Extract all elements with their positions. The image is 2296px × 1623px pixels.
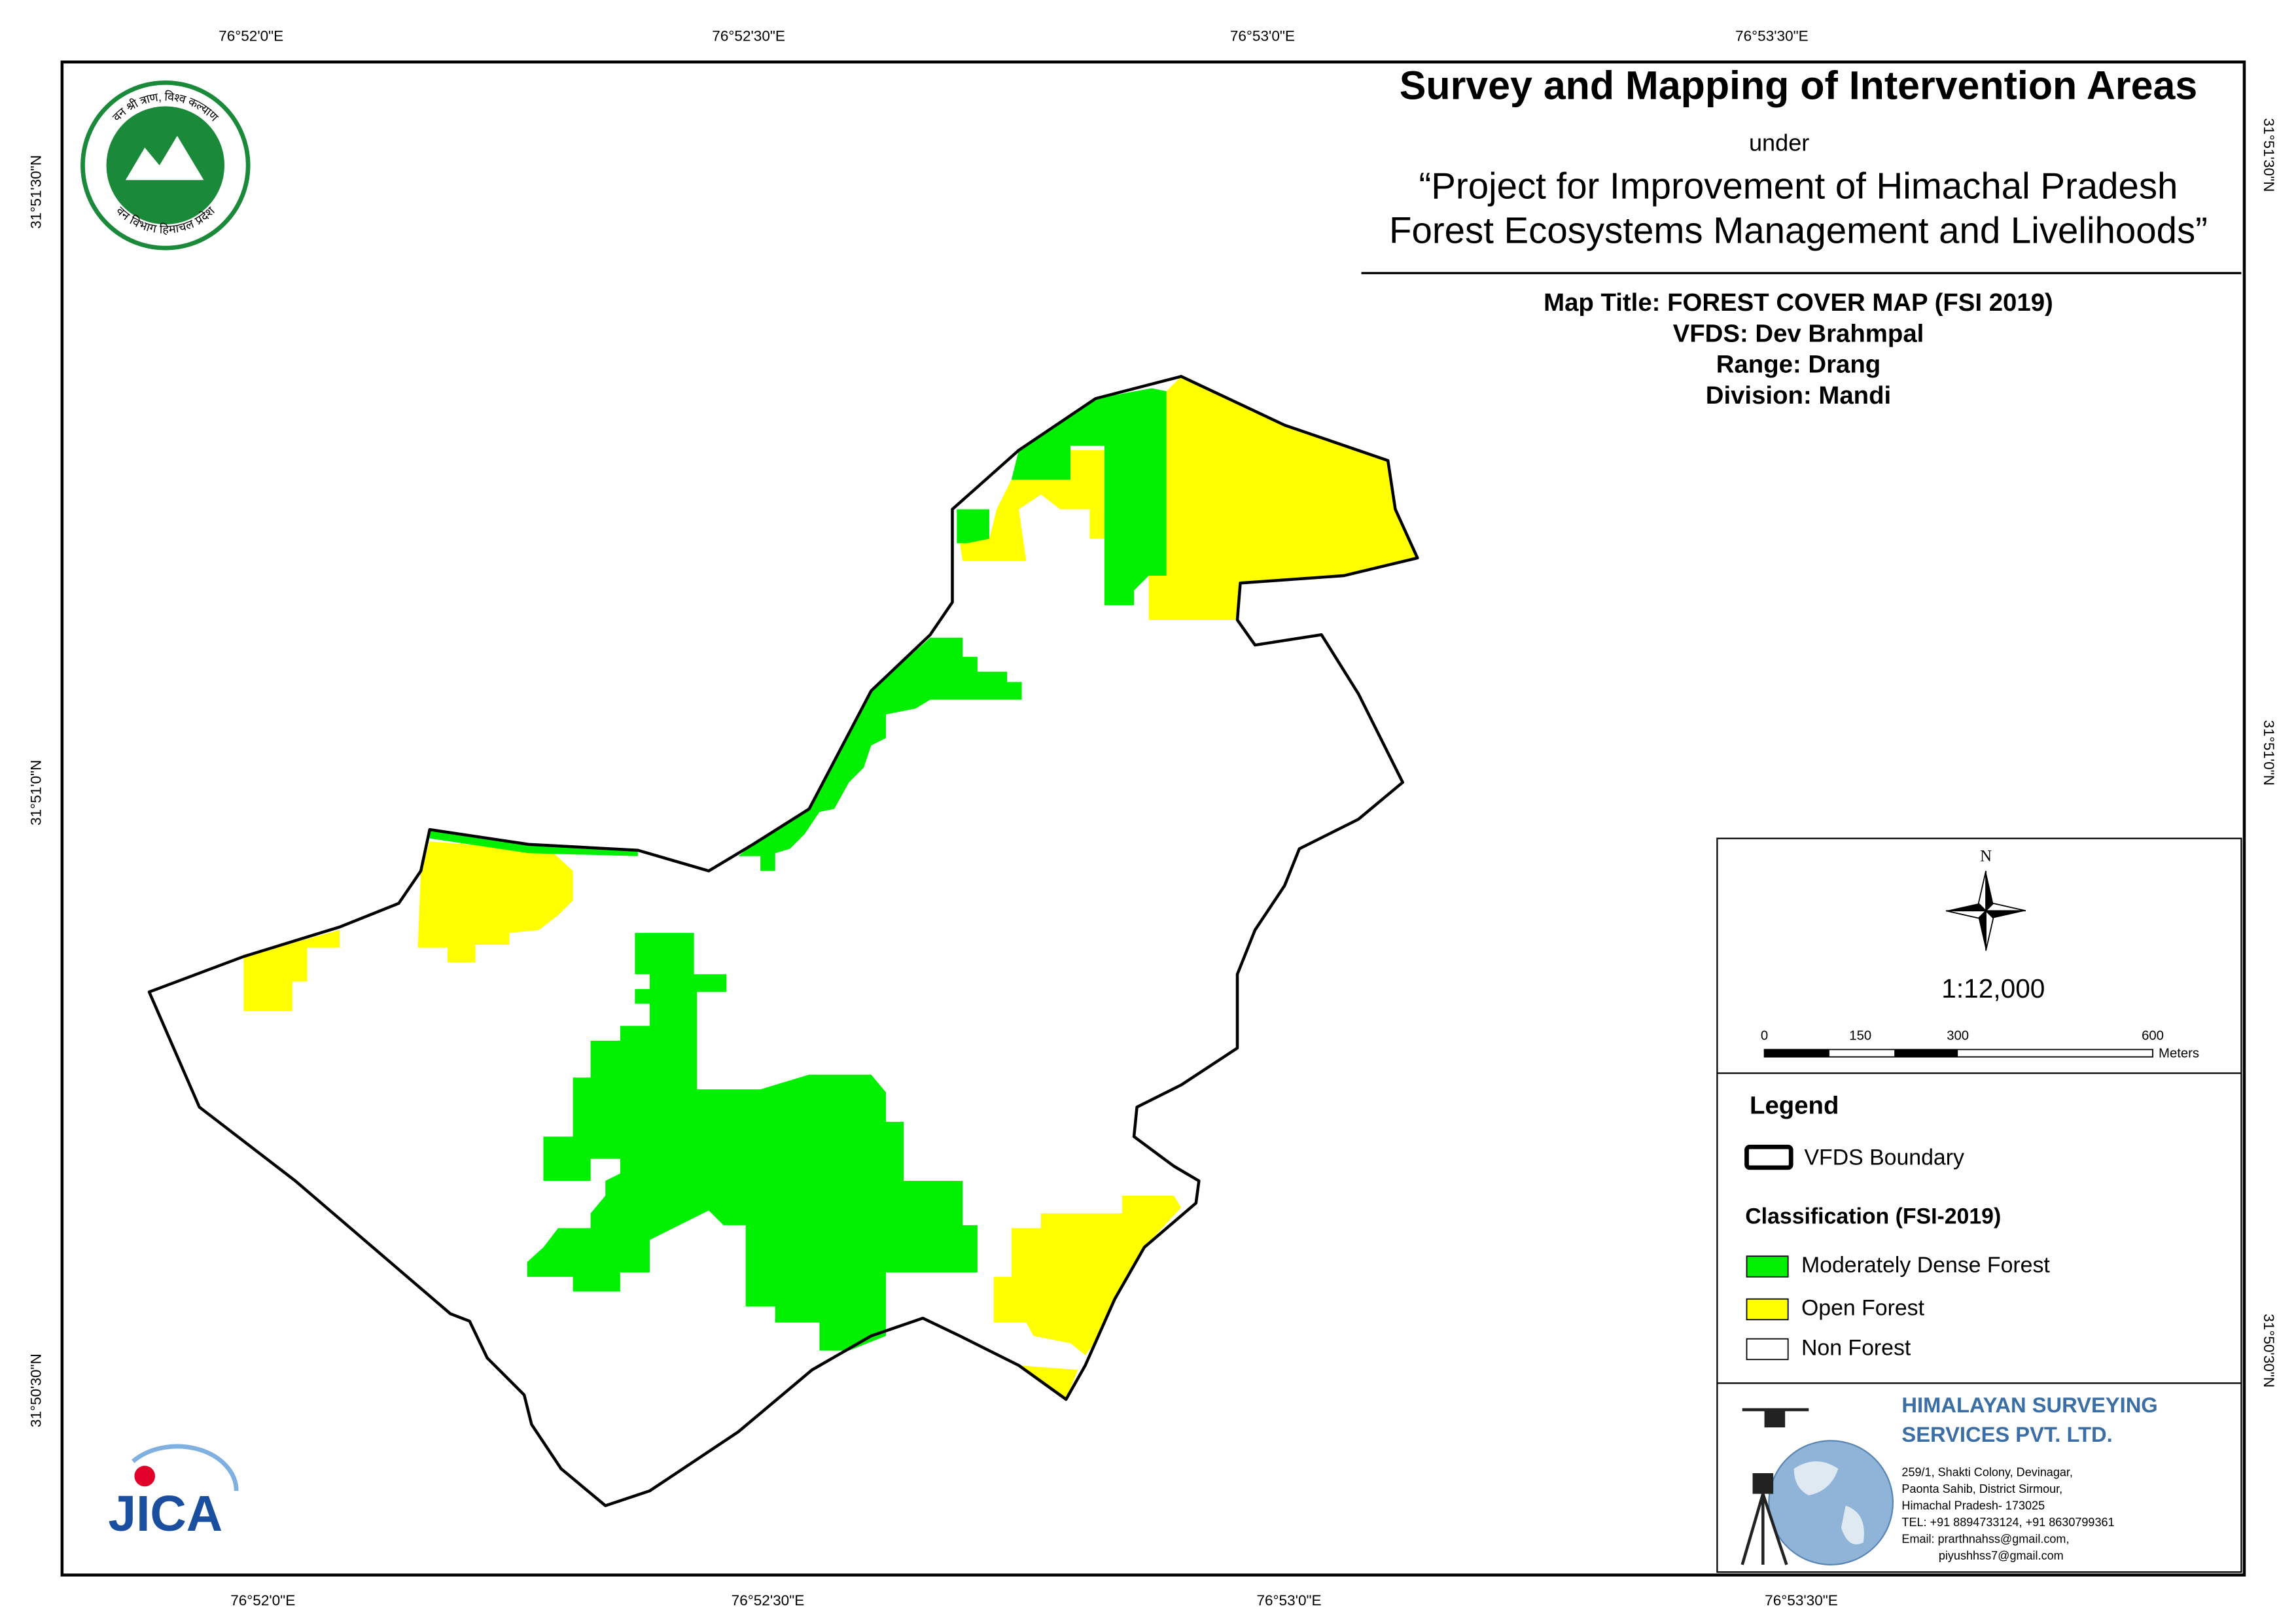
scale-unit: Meters [2159, 1046, 2199, 1060]
address-line: 259/1, Shakti Colony, Devinagar, [1901, 1466, 2073, 1479]
dense-forest-area [957, 509, 989, 544]
scale-tick-label: 0 [1761, 1028, 1768, 1043]
coord-label: 76°52'30"E [712, 27, 785, 44]
legend-swatch [1746, 1255, 1789, 1278]
coord-label: 31°51'0"N [2261, 720, 2277, 786]
map-frame [60, 60, 2246, 1577]
open-forest-area [1019, 1365, 1078, 1400]
globe [1768, 1440, 1894, 1565]
coord-label: 31°51'30"N [27, 155, 44, 229]
open-forest-area [993, 1195, 1182, 1355]
north-arrow [1945, 871, 2026, 951]
legend-title: Legend [1750, 1092, 1839, 1120]
legend-swatch [1744, 1144, 1793, 1170]
vfds-boundary [147, 375, 1419, 1507]
company-name: HIMALAYAN SURVEYING [1901, 1393, 2157, 1417]
map-vfds: VFDS: Dev Brahmpal [1673, 319, 1924, 347]
dense-forest-area [527, 933, 978, 1351]
jica-dot [134, 1465, 156, 1487]
scale-tick-label: 150 [1849, 1028, 1871, 1043]
coord-label: 76°52'0"E [230, 1592, 295, 1609]
legend-subtitle: Classification (FSI-2019) [1745, 1204, 2001, 1229]
project-line: “Project for Improvement of Himachal Pra… [1419, 166, 2178, 207]
tripod [1740, 1493, 1788, 1565]
scale-segment [1764, 1049, 1829, 1057]
jica-arc [131, 1444, 239, 1492]
legend-entry: VFDS Boundary [1805, 1145, 1965, 1170]
legend-classes: Moderately Dense Forest Open Forest Non Fo… [1746, 1253, 2050, 1361]
drone [1764, 1409, 1786, 1428]
coord-label: 31°50'30"N [2261, 1314, 2277, 1387]
legend-entry: Open Forest [1801, 1295, 1925, 1320]
coord-label: 76°52'30"E [732, 1592, 805, 1609]
scale-ratio: 1:12,000 [1941, 973, 2045, 1003]
scale-segment [1894, 1049, 1958, 1057]
jica-logo: JICA [108, 1444, 239, 1542]
arrow-part [1946, 903, 1987, 911]
open-forest-area [1148, 376, 1418, 620]
globe-land [1793, 1461, 1864, 1544]
coord-label: 76°53'30"E [1735, 27, 1809, 44]
coord-label: 31°51'0"N [27, 760, 44, 826]
dense-forest-area [1011, 388, 1167, 606]
company-name: SERVICES PVT. LTD. [1901, 1422, 2112, 1446]
legend-swatch [1746, 1298, 1789, 1321]
coord-label: 31°50'30"N [27, 1353, 44, 1427]
address-line: TEL: +91 8894733124, +91 8630799361 [1901, 1516, 2114, 1529]
open-forest-area [417, 841, 573, 963]
forest-dept-logo: वन श्री त्राण, विश्व कल्याण वन विभाग हिम… [80, 80, 251, 251]
address-line: Paonta Sahib, District Sirmour, [1901, 1482, 2062, 1495]
legend-entry: Non Forest [1801, 1335, 1911, 1360]
logo-mountain [125, 135, 204, 181]
coord-label: 76°53'30"E [1765, 1592, 1838, 1609]
address-line: Email: prarthnahss@gmail.com, [1901, 1533, 2069, 1546]
coord-label: 31°51'30"N [2261, 118, 2277, 192]
map-title: Map Title: FOREST COVER MAP (FSI 2019) [1544, 288, 2053, 317]
scale-bar: 0 150 300 600 Meters [1761, 1028, 2199, 1060]
company-address: 259/1, Shakti Colony, Devinagar, Paonta S… [1901, 1466, 2114, 1562]
project-line: Forest Ecosystems Management and Livelih… [1389, 209, 2208, 251]
coord-label: 76°52'0"E [219, 27, 283, 44]
arrow-part [1978, 911, 1987, 951]
dense-forest-area [429, 829, 638, 856]
coord-label: 76°53'0"E [1230, 27, 1295, 44]
address-line: piyushhss7@gmail.com [1939, 1549, 2064, 1562]
scale-tick-label: 300 [1947, 1028, 1969, 1043]
dense-forest-area [738, 637, 1022, 871]
map-range: Range: Drang [1716, 351, 1881, 379]
header-under: under [1749, 130, 1809, 156]
arrow-part [1986, 911, 2026, 918]
scale-tick-label: 600 [2142, 1028, 2164, 1043]
arrow-part [1945, 910, 1988, 919]
open-forest-area [959, 450, 1104, 561]
map-division: Division: Mandi [1706, 381, 1891, 410]
legend-entry: Moderately Dense Forest [1801, 1253, 2050, 1278]
coord-label: 76°53'0"E [1256, 1592, 1321, 1609]
legend-swatch [1746, 1338, 1789, 1361]
arrow-part [1986, 871, 1994, 911]
company-block: HIMALAYAN SURVEYING SERVICES PVT. LTD. 2… [1740, 1393, 2158, 1565]
address-line: Himachal Pradesh- 173025 [1901, 1499, 2045, 1512]
forest-layer [243, 376, 1418, 1400]
north-label: N [1980, 848, 1992, 865]
instrument [1752, 1473, 1774, 1494]
jica-text: JICA [108, 1486, 222, 1542]
header-title: Survey and Mapping of Intervention Areas [1400, 63, 2197, 107]
arrow-part [1984, 902, 2026, 912]
graticule-labels: 76°52'0"E 76°52'30"E 76°53'0"E 76°53'30"… [27, 27, 2277, 1609]
